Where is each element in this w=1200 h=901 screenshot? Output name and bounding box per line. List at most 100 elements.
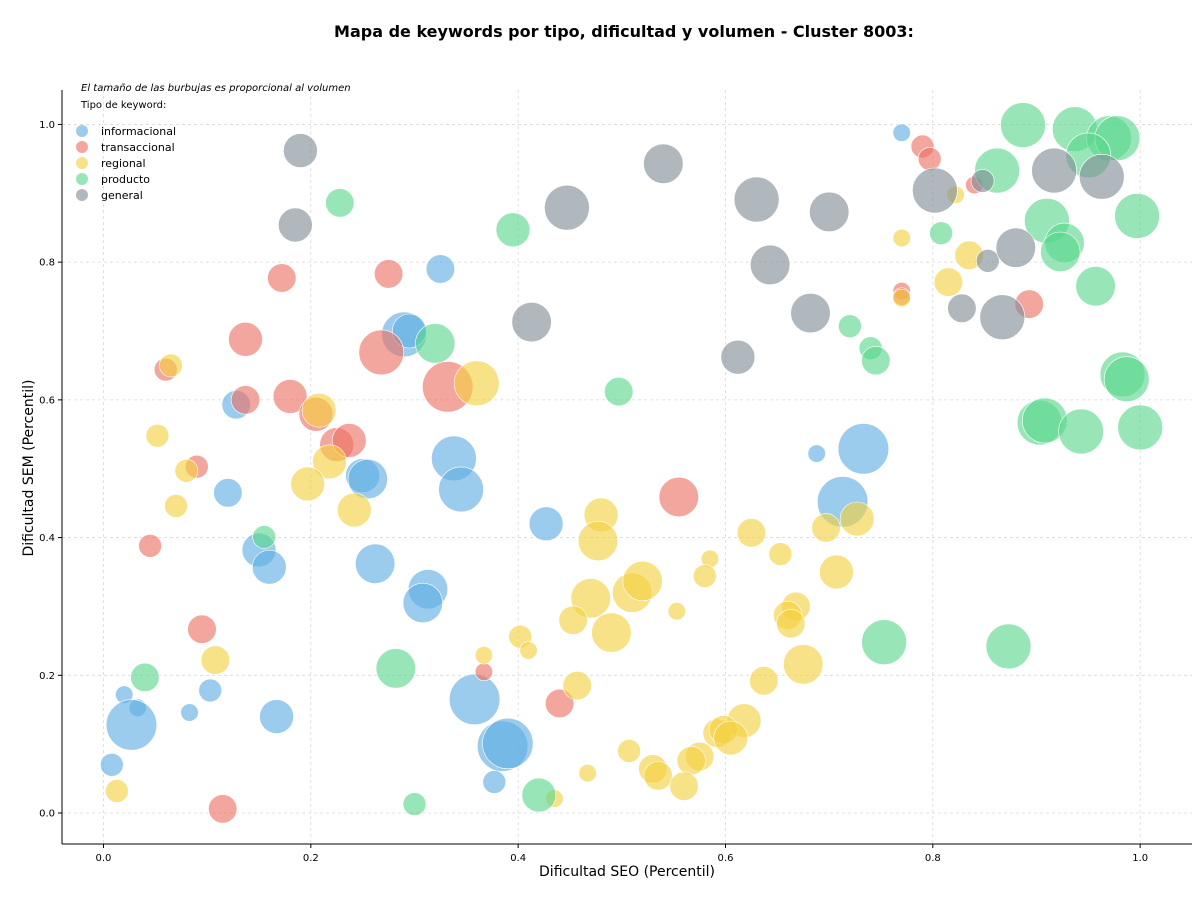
bubble-general [643,143,684,184]
legend-marker-regional [76,157,88,169]
y-tick-label: 0.8 [39,258,55,269]
bubble-informacional [251,549,287,585]
bubble-regional [577,520,619,562]
bubble-transaccional [230,385,261,415]
bubble-general [979,294,1026,341]
tick-labels: 0.0 0.2 0.4 0.6 0.8 1.0 0.0 0.2 0.4 0.6 0.8 1.0 [39,120,1148,864]
bubble-transaccional [267,263,297,293]
series-producto [130,102,1163,816]
bubble-general [912,167,958,214]
bubble-general [733,176,780,223]
bubble-regional [164,494,188,518]
bubble-regional [783,644,824,685]
x-tick-label: 0.2 [303,853,319,864]
y-tick-label: 1.0 [39,120,55,131]
bubble-transaccional [272,379,308,414]
x-tick-label: 0.0 [96,853,112,864]
bubble-regional [819,554,854,590]
bubble-informacional [402,582,443,624]
bubble-general [283,133,318,168]
bubble-general [970,169,995,193]
legend-label-transaccional: transaccional [101,141,175,154]
bubble-size-note: El tamaño de las burbujas es proporciona… [81,83,351,94]
axes [58,90,1192,848]
bubble-producto [861,346,891,376]
legend-marker-producto [76,173,88,185]
series-regional [105,185,984,808]
bubble-regional [290,466,326,502]
bubble-layer [100,102,1163,824]
bubble-regional [676,746,706,776]
bubble-regional [591,612,632,653]
bubble-producto [1117,404,1163,451]
bubble-general [277,207,313,243]
bubble-producto [1000,102,1046,148]
bubble-regional [667,602,686,621]
bubble-producto [375,648,416,689]
bubble-transaccional [187,614,217,644]
bubble-regional [453,360,500,407]
bubble-regional [713,720,749,756]
legend-label-regional: regional [101,157,146,170]
y-tick-label: 0.0 [39,809,55,820]
x-axis-label: Dificultad SEO (Percentil) [539,864,715,880]
bubble-regional [174,458,199,483]
bubble-transaccional [474,662,494,682]
bubble-general [975,248,1000,273]
bubble-regional [200,645,230,675]
bubble-producto [838,314,862,339]
bubble-informacional [528,506,564,542]
bubble-transaccional [374,259,404,289]
bubble-regional [617,739,641,763]
bubble-regional [669,771,699,801]
bubble-transaccional [138,533,162,558]
bubble-producto [325,188,355,218]
bubble-general [1079,154,1125,200]
bubble-general [809,191,850,232]
series-informacional [100,123,911,794]
bubble-regional [145,423,170,448]
bubble-producto [402,792,427,816]
bubble-regional [692,564,717,588]
bubble-regional [892,228,911,248]
legend-marker-informacional [76,125,88,137]
bubble-informacional [105,699,158,751]
legend: informacional transaccional regional produc… [76,125,176,202]
x-tick-label: 0.8 [925,853,941,864]
bubble-producto [1058,408,1104,455]
legend-marker-transaccional [76,141,88,153]
bubble-producto [985,623,1032,670]
bubble-informacional [198,678,222,703]
bubble-regional [643,761,673,791]
bubble-regional [159,353,183,378]
y-tick-label: 0.4 [39,533,55,544]
bubble-informacional [837,423,890,475]
bubble-regional [558,605,588,635]
bubble-regional [562,670,592,701]
bubble-informacional [892,123,911,142]
x-tick-label: 0.4 [510,853,526,864]
bubble-producto [861,619,907,666]
x-tick-label: 1.0 [1132,853,1148,864]
bubble-transaccional [208,794,238,824]
bubble-regional [336,492,372,528]
y-tick-label: 0.6 [39,395,55,406]
bubble-producto [1075,266,1116,307]
legend-marker-general [76,189,88,201]
bubble-producto [521,777,557,813]
bubble-regional [578,763,597,783]
bubble-informacional [355,543,396,584]
bubble-general [1031,147,1077,194]
bubble-general [995,227,1036,268]
legend-title: Tipo de keyword: [80,100,166,111]
bubble-regional [474,646,494,665]
bubble-informacional [807,444,826,463]
x-tick-label: 0.6 [718,853,734,864]
bubble-informacional [482,770,507,794]
bubble-general [947,293,977,323]
bubble-general [720,339,756,375]
bubble-general [790,293,831,334]
bubble-general [544,184,590,231]
bubble-transaccional [358,329,405,376]
bubble-informacional [347,459,388,500]
